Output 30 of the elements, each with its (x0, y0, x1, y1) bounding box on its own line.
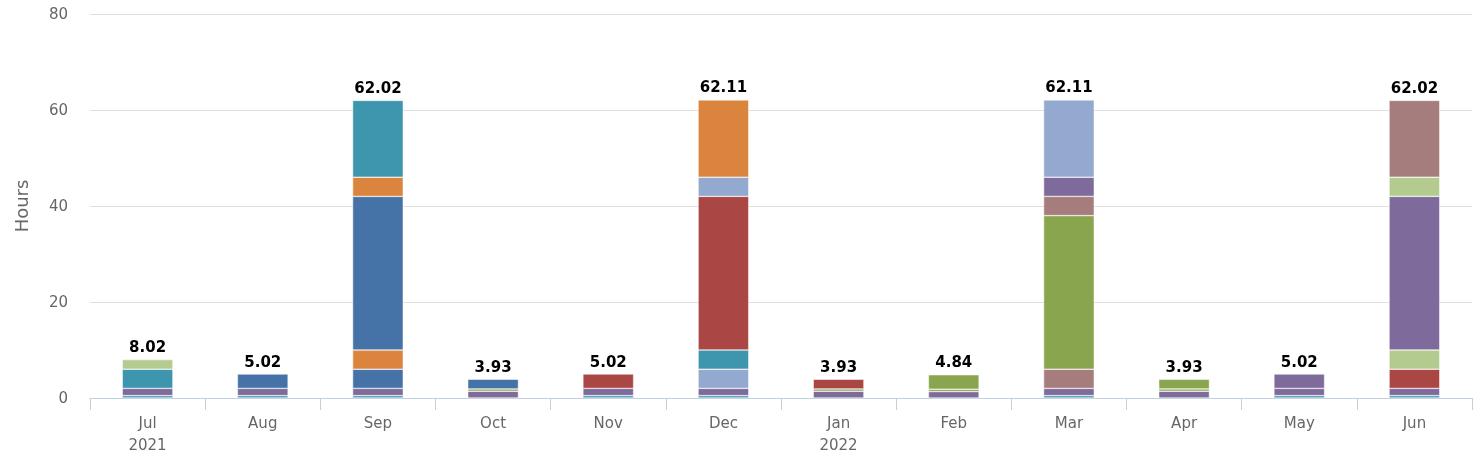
total-label: 62.11 (1045, 78, 1093, 97)
x-tick-label: Oct (480, 414, 507, 432)
x-tick-label: Mar (1054, 414, 1084, 432)
x-tick-label: Jun (1401, 414, 1427, 432)
y-axis-title: Hours (10, 179, 32, 233)
x-tick-label: Jul 2021 (128, 414, 167, 454)
total-label: 4.84 (935, 353, 973, 372)
x-tick-label: Sep (363, 414, 393, 432)
total-label: 5.02 (1280, 352, 1318, 371)
x-tick-label: Aug (248, 414, 278, 432)
total-label: 3.93 (820, 357, 858, 376)
x-tick-label: Apr (1171, 414, 1198, 432)
y-tick-label: 0 (58, 389, 68, 407)
total-label: 62.02 (354, 78, 402, 97)
total-label: 62.02 (1390, 78, 1439, 97)
total-label: 3.93 (474, 357, 512, 376)
total-label: 5.02 (244, 352, 282, 371)
y-tick-label: 80 (48, 5, 68, 23)
x-tick-label: Feb (940, 414, 968, 432)
y-tick-label: 40 (48, 197, 68, 215)
total-label: 8.02 (129, 338, 167, 357)
y-tick-label: 60 (48, 101, 68, 119)
total-label: 3.93 (1165, 357, 1203, 376)
y-tick-label: 20 (48, 293, 68, 311)
x-tick-label: Nov (593, 414, 624, 432)
x-tick-label: May (1283, 414, 1315, 432)
x-tick-label: Dec (708, 414, 738, 432)
x-tick-label: Jan 2022 (819, 414, 858, 454)
total-label: 5.02 (589, 352, 627, 371)
total-label: 62.11 (699, 78, 748, 97)
